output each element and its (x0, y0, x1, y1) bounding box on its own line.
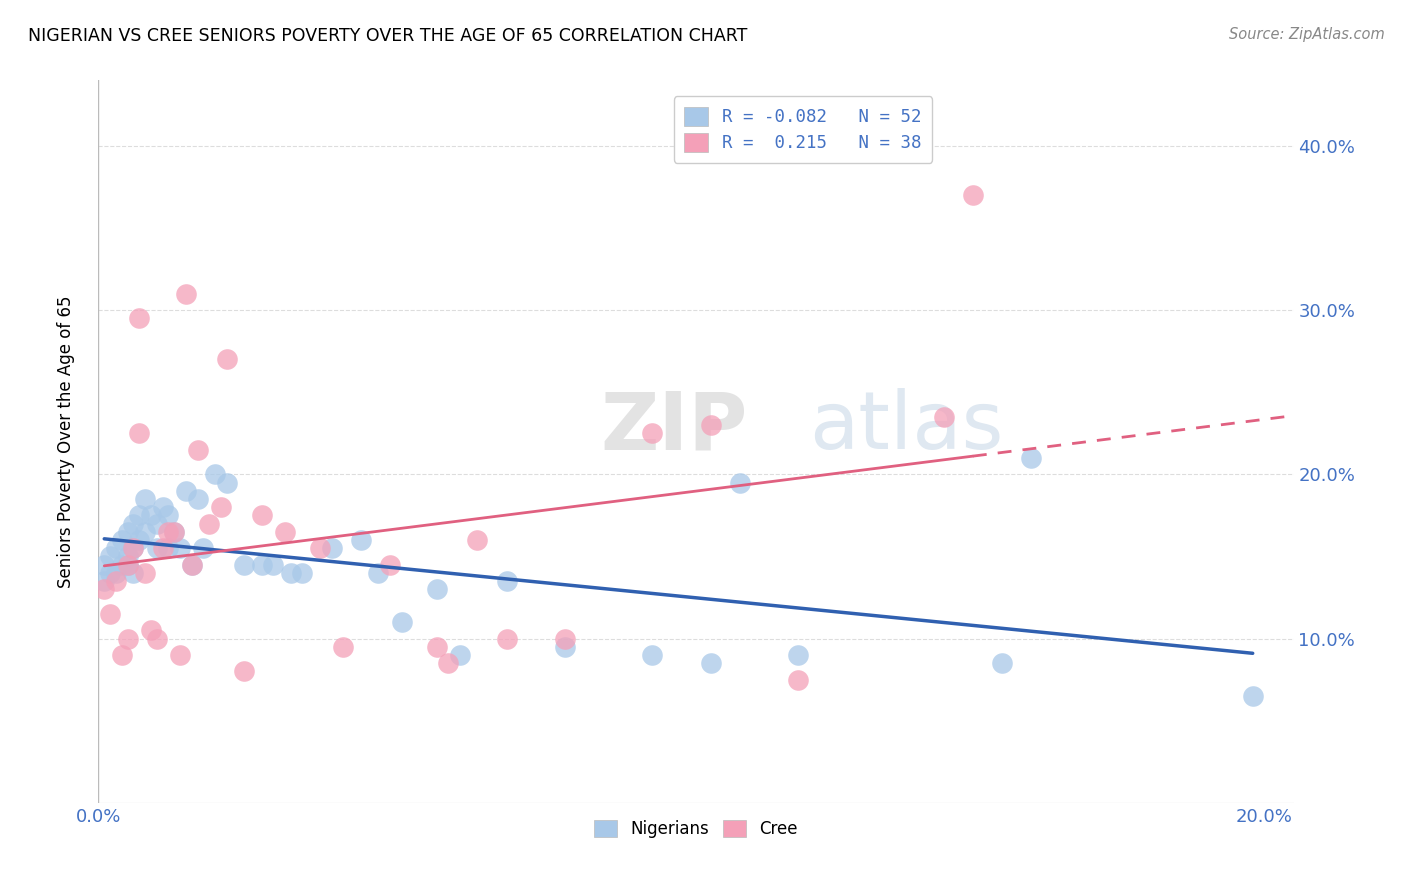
Point (93, 558, 115, 572)
Point (157, 524, 180, 539)
Point (554, 640, 576, 654)
Point (233, 558, 256, 572)
Point (728, 475, 751, 490)
Point (93, 574, 115, 588)
Point (93, 582, 115, 597)
Point (117, 558, 139, 572)
Point (186, 442, 208, 457)
Point (437, 657, 460, 671)
Point (134, 524, 156, 539)
Point (641, 426, 664, 441)
Point (495, 574, 517, 588)
Point (163, 524, 186, 539)
Point (274, 524, 297, 539)
Point (174, 286, 197, 301)
Point (250, 508, 273, 523)
Point (787, 673, 810, 687)
Point (391, 615, 413, 630)
Point (250, 558, 273, 572)
Point (233, 665, 256, 679)
Point (1241, 689, 1264, 703)
Point (117, 632, 139, 646)
Point (134, 491, 156, 506)
Point (128, 426, 150, 441)
Point (122, 516, 145, 531)
Point (145, 541, 167, 556)
Point (699, 418, 721, 433)
Legend: Nigerians, Cree: Nigerians, Cree (588, 814, 804, 845)
Point (204, 467, 226, 482)
Point (139, 508, 162, 523)
Point (163, 524, 186, 539)
Point (128, 533, 150, 547)
Point (169, 648, 191, 662)
Point (117, 549, 139, 564)
Point (111, 648, 134, 662)
Point (932, 409, 955, 424)
Point (291, 566, 314, 580)
Point (425, 640, 447, 654)
Text: NIGERIAN VS CREE SENIORS POVERTY OVER THE AGE OF 65 CORRELATION CHART: NIGERIAN VS CREE SENIORS POVERTY OVER TH… (28, 27, 748, 45)
Point (134, 566, 156, 580)
Point (117, 558, 139, 572)
Point (787, 648, 810, 662)
Point (157, 508, 180, 523)
Point (117, 524, 139, 539)
Point (378, 558, 401, 572)
Point (122, 541, 145, 556)
Point (309, 541, 332, 556)
Point (122, 541, 145, 556)
Point (152, 541, 174, 556)
Point (98, 566, 121, 580)
Point (152, 500, 174, 515)
Point (991, 657, 1014, 671)
Point (145, 516, 167, 531)
Point (193, 541, 215, 556)
Point (280, 566, 302, 580)
Point (122, 566, 145, 580)
Point (350, 533, 373, 547)
Point (180, 558, 202, 572)
Point (145, 632, 167, 646)
Point (425, 582, 447, 597)
Point (215, 352, 238, 367)
Text: atlas: atlas (810, 388, 1004, 467)
Text: Source: ZipAtlas.com: Source: ZipAtlas.com (1229, 27, 1385, 42)
Point (186, 491, 208, 506)
Point (367, 566, 389, 580)
Point (495, 632, 517, 646)
Point (699, 657, 721, 671)
Point (139, 624, 162, 638)
Point (215, 475, 238, 490)
Point (209, 500, 232, 515)
Point (467, 533, 489, 547)
Point (262, 558, 284, 572)
Point (98, 549, 121, 564)
Point (98, 607, 121, 621)
Point (174, 483, 197, 498)
Point (1019, 450, 1042, 465)
Point (321, 541, 343, 556)
Point (180, 558, 202, 572)
Point (104, 566, 127, 580)
Point (128, 508, 150, 523)
Point (169, 541, 191, 556)
Y-axis label: Seniors Poverty Over the Age of 65: Seniors Poverty Over the Age of 65 (56, 295, 75, 588)
Point (449, 648, 471, 662)
Point (554, 632, 576, 646)
Point (332, 640, 354, 654)
Point (641, 648, 664, 662)
Text: ZIP: ZIP (600, 388, 748, 467)
Point (111, 558, 134, 572)
Point (111, 533, 134, 547)
Point (104, 541, 127, 556)
Point (962, 188, 984, 202)
Point (128, 311, 150, 326)
Point (104, 574, 127, 588)
Point (198, 516, 221, 531)
Point (157, 541, 180, 556)
